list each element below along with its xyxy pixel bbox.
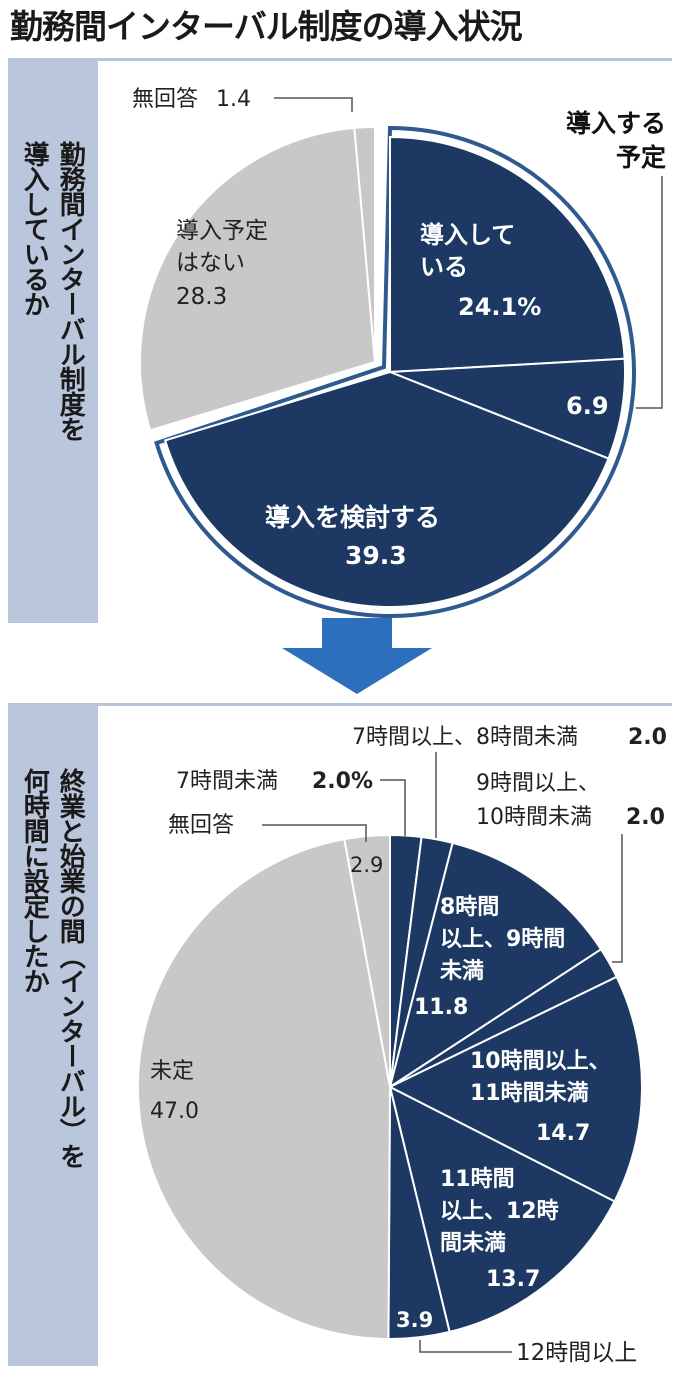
- pie2-value-7to8: 2.0: [628, 725, 667, 750]
- pie1-label-no-plan-l2: はない: [176, 250, 245, 276]
- pie2-label-12plus: 12時間以上: [516, 1340, 637, 1366]
- pie2-label-9to10-l2: 10時間未満: [476, 805, 592, 830]
- pie2-label-10to11-l1: 10時間以上、: [470, 1049, 611, 1074]
- pie1-value-considering: 39.3: [345, 541, 407, 570]
- pie2-slice-8to9: [388, 841, 603, 1090]
- pie2-label-10to11-l2: 11時間未満: [470, 1080, 589, 1106]
- pie1-slice-no-plan: [139, 126, 377, 432]
- pie2-label-11to12-l2: 以上、12時: [440, 1199, 559, 1224]
- pie1-label-considering: 導入を検討する: [265, 503, 440, 532]
- pie2-value-no-answer: 2.9: [350, 853, 383, 877]
- panel2-top-rule: [8, 703, 672, 706]
- pie2-label-undecided: 未定: [150, 1059, 194, 1084]
- pie2-label-8to9-l2: 以上、9時間: [440, 927, 565, 952]
- pie2-label-11to12-l1: 11時間: [440, 1167, 515, 1192]
- pie1-no-answer-leader: [274, 97, 353, 112]
- pie1-value-introduced: 24.1%: [458, 293, 541, 321]
- pie1-plan-group-bracket: [636, 176, 663, 409]
- pie2-label-9to10-l1: 9時間以上、: [476, 771, 600, 796]
- panel2-question-col2: 何時間に設定したか: [19, 768, 50, 993]
- panel2-question-band: 終業と始業の間（インターバル）を 何時間に設定したか: [8, 706, 98, 1366]
- pie2-slices: [136, 833, 643, 1341]
- pie1-label-no-plan-l1: 導入予定: [176, 218, 268, 244]
- pie2-value-10to11: 14.7: [536, 1121, 590, 1146]
- pie2-slice-11to12: [388, 1085, 616, 1334]
- pie2-label-11to12-l3: 間未満: [440, 1230, 506, 1256]
- pie1-value-no-answer: 1.4: [216, 87, 251, 112]
- pie1-label-no-answer: 無回答: [132, 87, 198, 112]
- pie2-value-12plus: 3.9: [396, 1308, 433, 1332]
- pie2-value-under7: 2.0%: [312, 769, 373, 794]
- panel1-question-col2: 導入しているか: [19, 141, 50, 316]
- pie1-plan-group-label-l2: 予定: [616, 143, 666, 172]
- down-arrow: [282, 618, 432, 694]
- pie1-value-plan: 6.9: [566, 392, 609, 420]
- pie2-slice-no-answer: [343, 833, 391, 1088]
- panel2-question-col1: 終業と始業の間（インターバル）を: [55, 768, 86, 1168]
- pie1-dark-group: [163, 135, 626, 608]
- panel1-top-rule: [8, 58, 672, 61]
- pie1-plan-group-label-l1: 導入する: [566, 109, 666, 138]
- panel1-question-band: 勤務間インターバル制度を 導入しているか: [8, 61, 98, 623]
- chart-title: 勤務間インターバル制度の導入状況: [10, 7, 523, 46]
- pie2-label-8to9-l1: 8時間: [440, 895, 499, 920]
- pie1-grey-group: [139, 125, 377, 432]
- pie2-slice-undecided: [136, 838, 392, 1341]
- pie2-value-9to10: 2.0: [626, 805, 665, 830]
- pie1-label-introduced-l1: 導入して: [420, 221, 515, 249]
- pie2-value-undecided: 47.0: [150, 1099, 199, 1124]
- pie1-value-no-plan: 28.3: [176, 284, 227, 310]
- panel1-question-col1: 勤務間インターバル制度を: [55, 141, 86, 441]
- pie2-12plus-leader: [419, 1340, 512, 1353]
- pie1-slice-considering: [163, 370, 610, 608]
- pie2-slice-10to11: [387, 975, 643, 1203]
- pie2-label-8to9-l3: 未満: [440, 958, 484, 984]
- pie1-slice-introduced: [389, 135, 626, 374]
- pie2-under7-leader: [380, 779, 406, 836]
- pie1-label-introduced-l2: いる: [420, 253, 468, 281]
- pie1-plan-group-outline: [154, 125, 636, 618]
- pie2-no-answer-leader: [262, 824, 367, 842]
- pie2-value-11to12: 13.7: [486, 1267, 540, 1292]
- pie2-9to10-leader: [612, 834, 623, 963]
- pie2-label-no-answer: 無回答: [168, 813, 234, 838]
- pie2-label-7to8: 7時間以上、8時間未満: [352, 725, 578, 750]
- pie2-label-under7: 7時間未満: [176, 769, 278, 794]
- pie2-value-8to9: 11.8: [414, 995, 468, 1020]
- pie1-slice-no-answer: [353, 125, 376, 363]
